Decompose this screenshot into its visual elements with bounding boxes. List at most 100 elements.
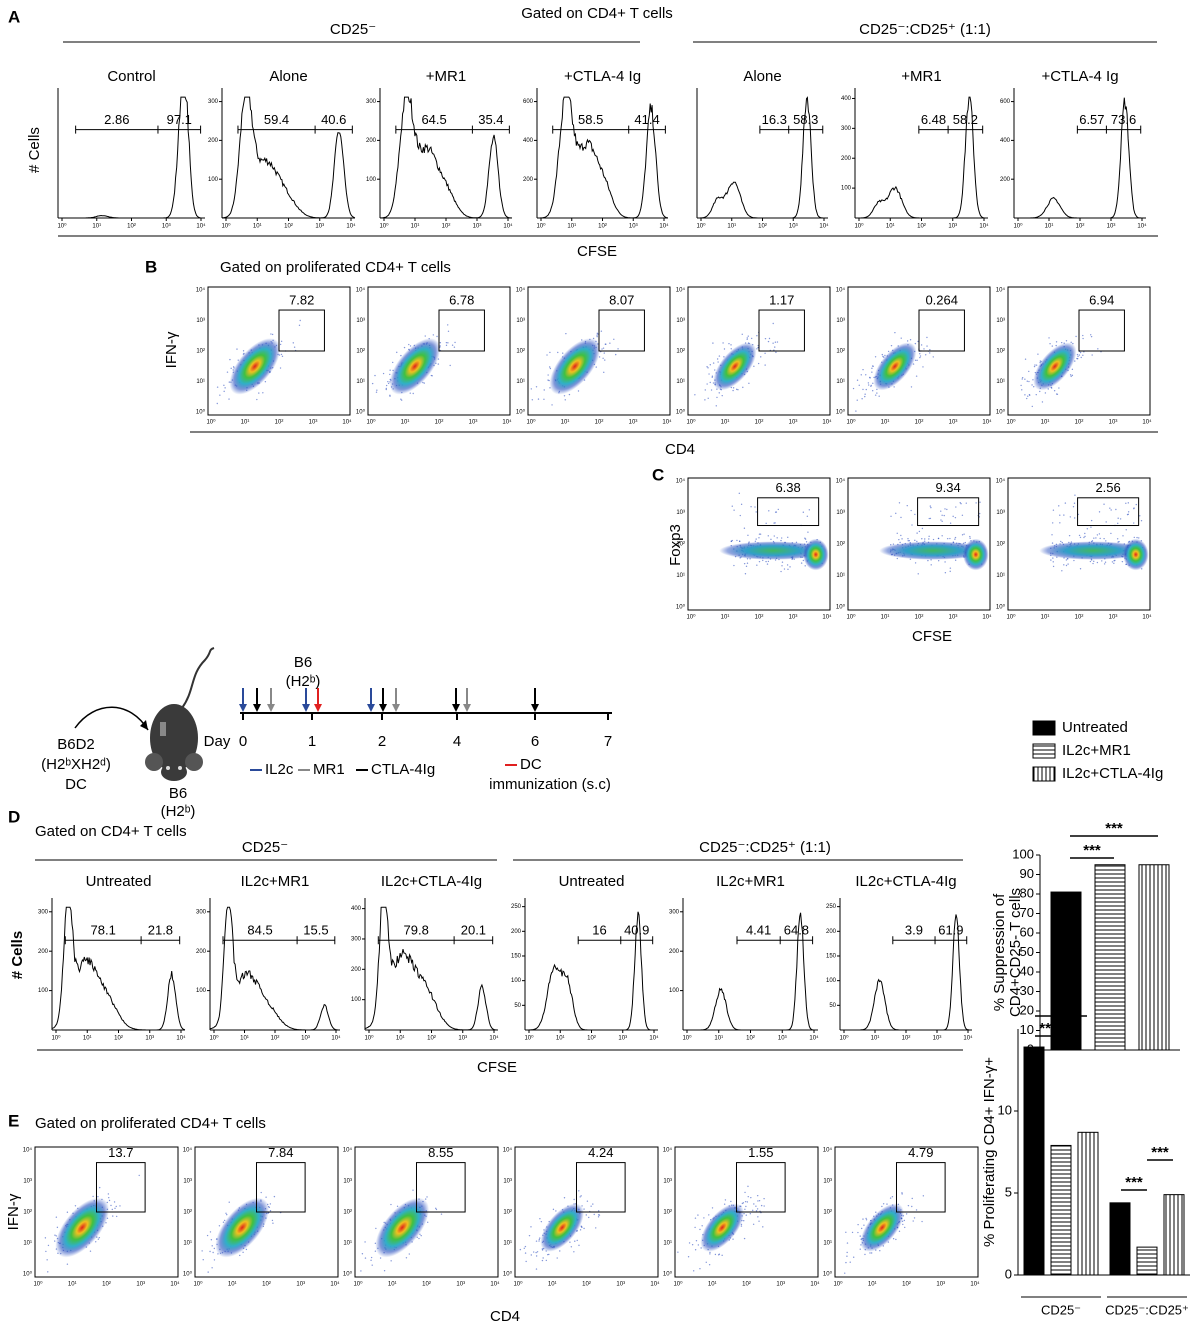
y-tick-label: 10⁰: [676, 604, 686, 611]
y-tick-label: 10¹: [823, 1241, 832, 1247]
event-dot: [562, 352, 564, 354]
x-tick-label: 10¹: [714, 1036, 723, 1042]
event-dot: [932, 538, 935, 541]
event-dot: [1041, 401, 1044, 403]
event-dot: [773, 535, 775, 537]
density-cloud: [389, 338, 441, 395]
event-dot: [800, 562, 803, 564]
event-dot: [440, 1213, 443, 1215]
plot-frame: [527, 286, 671, 416]
y-tick-label: 200: [196, 949, 207, 955]
x-tick-label: 10³: [629, 224, 638, 230]
mouse-icon: [74, 647, 215, 781]
event-dot: [718, 1253, 721, 1255]
y-tick-label: 10¹: [996, 379, 1005, 385]
event-dot: [600, 330, 603, 332]
y-tick-label: 20: [1020, 1002, 1034, 1017]
event-dot: [1058, 505, 1060, 507]
y-tick-label: 10²: [836, 542, 845, 548]
event-dot: [412, 392, 414, 395]
event-dot: [374, 1250, 377, 1252]
event-dot: [1140, 520, 1143, 522]
event-dot: [1104, 561, 1107, 563]
y-tick-label: 10¹: [676, 573, 685, 579]
event-dot: [716, 358, 719, 360]
x-tick-label: 10⁰: [51, 1035, 61, 1042]
event-dot: [47, 1271, 49, 1273]
event-dot: [856, 379, 859, 381]
gate-value: 3.9: [905, 923, 923, 938]
event-dot: [409, 345, 412, 347]
gate-value: 20.1: [461, 923, 486, 938]
event-dot: [400, 399, 403, 401]
x-tick-label: 10⁰: [1006, 614, 1016, 621]
x-tick-label: 10²: [1075, 420, 1084, 426]
gate-value: 8.55: [428, 1145, 453, 1160]
x-tick-label: 10³: [301, 1036, 310, 1042]
panel-letter: E: [8, 1111, 19, 1130]
y-tick-label: 10³: [676, 510, 685, 516]
y-tick-label: 250: [826, 904, 837, 910]
event-dot: [535, 1255, 538, 1257]
event-dot: [937, 559, 940, 562]
density-cloud: [55, 1197, 110, 1258]
legend-label: DC: [520, 756, 542, 773]
event-dot: [1117, 517, 1119, 519]
event-dot: [569, 1241, 571, 1243]
plot-title: Alone: [269, 68, 307, 85]
x-tick-label: 10⁰: [854, 223, 864, 230]
y-tick-label: 10⁰: [196, 409, 206, 416]
event-dot: [741, 333, 743, 335]
plot-frame: [687, 477, 831, 611]
gate-value: 41.4: [634, 112, 659, 127]
event-dot: [744, 1208, 746, 1210]
y-tick-label: 150: [511, 954, 522, 960]
day-number: 1: [308, 733, 316, 750]
x-tick-label: 10¹: [411, 224, 420, 230]
gate-value: 1.17: [769, 292, 794, 307]
y-tick-label: 200: [669, 949, 680, 955]
event-dot: [449, 364, 451, 367]
plot-title: +CTLA-4 Ig: [564, 68, 641, 85]
event-dot: [1070, 375, 1072, 378]
event-dot: [852, 387, 855, 390]
event-dot: [882, 355, 884, 358]
dose-arrowhead: [531, 704, 539, 712]
event-dot: [789, 566, 791, 568]
gate-value: 58.5: [578, 112, 603, 127]
event-dot: [1029, 394, 1031, 396]
event-dot: [898, 502, 901, 504]
event-dot: [390, 1260, 392, 1262]
event-dot: [688, 1242, 691, 1244]
event-dot: [954, 536, 957, 539]
event-dot: [1139, 515, 1141, 517]
event-dot: [952, 515, 954, 518]
event-dot: [543, 398, 545, 401]
event-dot: [1051, 345, 1054, 347]
bar: [1050, 891, 1082, 1051]
y-tick-label: 10⁰: [996, 409, 1006, 416]
gate-box: [1078, 309, 1125, 352]
event-dot: [426, 1196, 428, 1198]
y-tick-label: 10³: [836, 510, 845, 516]
event-dot: [596, 334, 598, 336]
x-tick-label: 10³: [469, 420, 478, 426]
x-tick-label: 10⁴: [170, 1281, 180, 1288]
event-dot: [1090, 519, 1093, 522]
event-dot: [921, 527, 924, 530]
histogram-curve: [537, 96, 669, 219]
event-dot: [721, 394, 723, 397]
density-cloud: [1033, 342, 1077, 391]
y-tick-label: 100: [669, 988, 680, 994]
event-dot: [978, 512, 981, 515]
event-dot: [242, 350, 245, 352]
event-dot: [115, 1215, 118, 1218]
event-dot: [723, 348, 726, 350]
event-dot: [780, 539, 782, 542]
plot-frame: [194, 1146, 339, 1278]
x-tick-label: 10⁴: [503, 223, 513, 230]
x-tick-label: 10²: [284, 224, 293, 230]
event-dot: [860, 1227, 863, 1230]
plot-frame: [847, 286, 991, 416]
event-dot: [532, 1251, 535, 1253]
